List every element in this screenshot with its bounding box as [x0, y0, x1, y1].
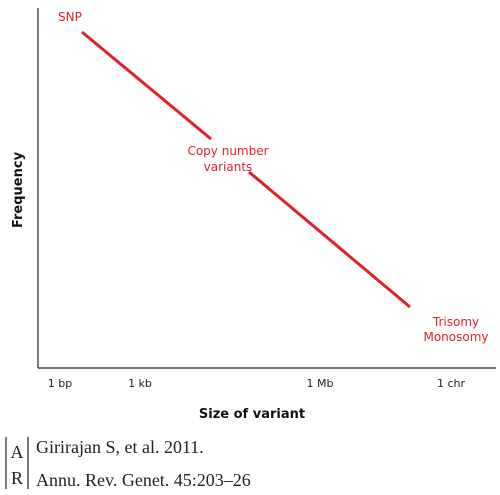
annotation: SNP [58, 10, 82, 24]
x-label: 1 kb [128, 377, 152, 390]
x-label: 1 Mb [307, 377, 334, 390]
logo-letter: A [11, 442, 24, 462]
annotation: Trisomy [432, 315, 479, 329]
annotation: Copy number [187, 144, 268, 158]
citation: Girirajan S, et al. 2011. [36, 437, 204, 457]
annotation: Monosomy [423, 330, 488, 344]
x-label: 1 bp [48, 377, 72, 390]
citation: Annu. Rev. Genet. 45:203–26 [36, 470, 251, 490]
x-axis-title: Size of variant [199, 407, 305, 422]
annotation: variants [204, 160, 253, 174]
logo: A R [5, 437, 29, 489]
y-axis-title: Frequency [11, 151, 26, 228]
trend-line [81, 30, 212, 141]
logo-letter: R [11, 468, 23, 488]
x-label: 1 chr [437, 377, 466, 390]
trend-line [248, 170, 411, 309]
